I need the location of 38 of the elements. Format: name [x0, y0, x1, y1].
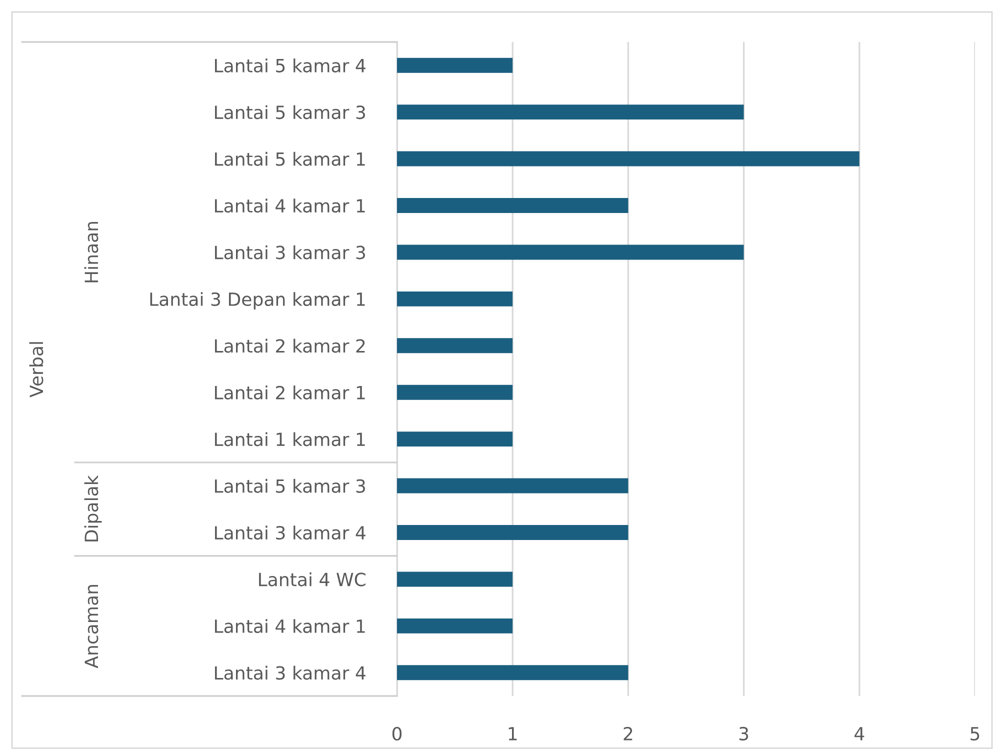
bar — [397, 384, 513, 400]
text: Ancaman — [84, 585, 98, 668]
bar — [397, 198, 628, 213]
x-tick-label: 0 — [392, 726, 402, 741]
text: Verbal — [29, 342, 44, 398]
bar — [397, 151, 860, 166]
x-tick-label: 5 — [970, 727, 980, 741]
text: Hinaan — [84, 222, 98, 282]
bar — [397, 291, 513, 306]
x-tick-label: 3 — [739, 726, 748, 741]
x-tick-label: 4 — [854, 727, 864, 740]
x-tick-label: 2 — [624, 726, 632, 740]
y-tick-label: Lantai 5 kamar 4 — [215, 58, 366, 72]
bar — [397, 665, 628, 680]
bar — [397, 618, 513, 634]
y-tick-label: Lantai 4 WC — [259, 572, 366, 586]
bar — [397, 572, 513, 587]
y-tick-label: Lantai 5 kamar 1 — [215, 152, 365, 166]
y-tick-label: Lantai 4 kamar 1 — [215, 619, 365, 634]
bar — [397, 338, 513, 354]
y-tick-label: Lantai 3 kamar 4 — [215, 526, 366, 540]
x-tick-label: 1 — [508, 727, 517, 740]
bar — [397, 58, 513, 73]
y-tick-label: Lantai 2 kamar 2 — [215, 338, 365, 353]
y-tick-label: Lantai 3 kamar 3 — [215, 245, 365, 260]
y-tick-label: Lantai 3 Depan kamar 1 — [150, 292, 365, 310]
text: Dipalak — [84, 475, 102, 542]
y-tick-label: Lantai 5 kamar 3 — [215, 478, 365, 493]
bar — [397, 432, 513, 447]
y-tick-label: Lantai 5 kamar 3 — [215, 105, 365, 120]
y-tick-label: Lantai 4 kamar 1 — [215, 198, 365, 213]
bar — [397, 525, 628, 540]
bar — [397, 104, 744, 120]
y-tick-label: Lantai 3 kamar 4 — [215, 666, 366, 680]
bar — [397, 244, 744, 260]
bar — [397, 478, 628, 494]
y-tick-label: Lantai 1 kamar 1 — [215, 432, 365, 446]
y-tick-label: Lantai 2 kamar 1 — [215, 385, 365, 400]
